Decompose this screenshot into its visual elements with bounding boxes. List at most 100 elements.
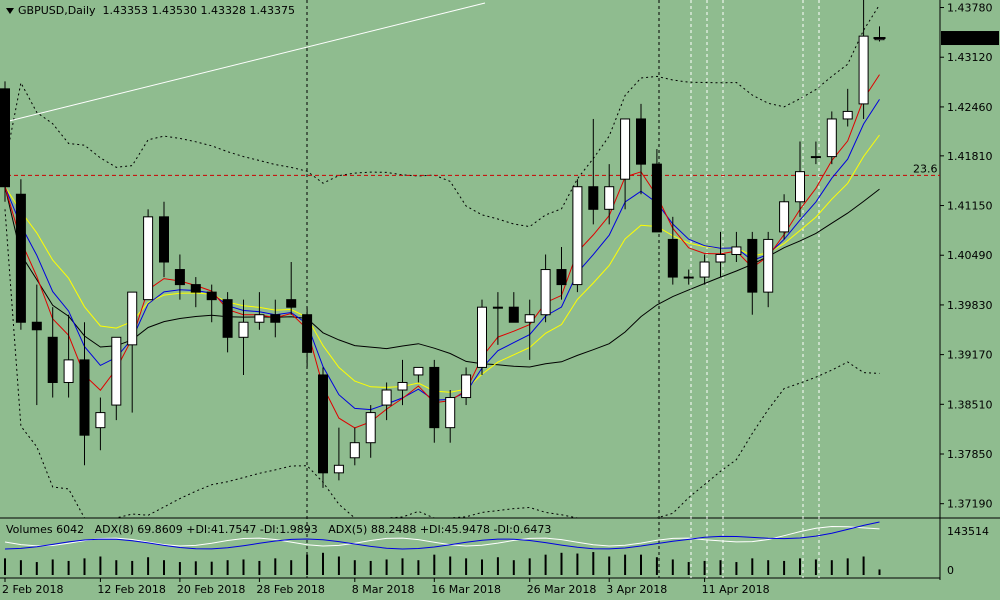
candle-body xyxy=(413,366,424,376)
adx8-label: ADX(8) 69.8609 +DI:41.7547 -DI:1.9893 xyxy=(94,523,318,536)
candle-body xyxy=(620,118,631,180)
candle-body xyxy=(79,359,90,436)
candle-body xyxy=(254,314,265,323)
volume-tick-label: 143514 xyxy=(947,525,989,538)
candle-body xyxy=(333,464,344,474)
candle-body xyxy=(651,163,662,233)
candle-body xyxy=(699,261,710,278)
candle-body xyxy=(858,35,869,105)
adx5-label: ADX(5) 88.2488 +DI:45.9478 -DI:0.6473 xyxy=(328,523,552,536)
trend-line[interactable] xyxy=(4,2,486,123)
price-tick-label: 1.39170 xyxy=(947,349,993,362)
candle-body xyxy=(222,299,233,338)
candle-body xyxy=(826,118,837,158)
candle-body xyxy=(318,374,328,474)
candle-body xyxy=(477,306,487,368)
upper-band-line xyxy=(4,4,880,228)
date-tick-label: 16 Mar 2018 xyxy=(431,583,501,596)
candle-body xyxy=(349,442,360,459)
volume-axis: 143514 0 xyxy=(947,525,989,577)
date-tick-label: 20 Feb 2018 xyxy=(177,583,245,596)
candle-body xyxy=(286,299,297,308)
candle-body xyxy=(127,291,138,346)
candle-body xyxy=(508,306,519,323)
candle-body xyxy=(556,269,567,286)
candle-body xyxy=(397,381,408,391)
candle-body xyxy=(842,110,853,120)
di-line xyxy=(4,521,880,550)
candle-body xyxy=(0,88,10,188)
candle-body xyxy=(540,269,551,316)
candle-body xyxy=(15,193,26,323)
candle-body xyxy=(47,336,58,383)
date-tick-label: 28 Feb 2018 xyxy=(256,583,324,596)
indicator-header: Volumes 6042 ADX(8) 69.8609 +DI:41.7547 … xyxy=(6,523,551,536)
candle-body xyxy=(588,186,599,210)
candle-body xyxy=(763,238,774,293)
candle-body xyxy=(206,291,217,301)
candle-body xyxy=(302,314,313,353)
candle-body xyxy=(95,412,106,429)
candle-body xyxy=(492,306,503,309)
candle-body xyxy=(445,397,456,429)
menu-triangle-icon[interactable] xyxy=(6,8,14,14)
candle-body xyxy=(747,238,758,293)
period-separators xyxy=(306,0,820,578)
volume-tick-label: 0 xyxy=(947,564,954,577)
candle-body xyxy=(715,253,726,263)
candle-body xyxy=(810,156,821,159)
candle-body xyxy=(63,359,74,383)
candle-body xyxy=(31,321,42,331)
candle-body xyxy=(159,216,169,263)
candle-body xyxy=(604,186,615,210)
candle-body xyxy=(381,389,392,406)
date-tick-label: 12 Feb 2018 xyxy=(97,583,165,596)
price-axis: 1.43780 1.43120 1.42460 1.41810 1.41150 1.404… xyxy=(940,2,993,511)
current-price-marker: 1.43375 xyxy=(873,31,999,46)
candle-body xyxy=(365,412,376,444)
candle-body xyxy=(572,186,583,286)
candle-body xyxy=(190,284,201,293)
candle-body xyxy=(795,171,805,203)
date-tick-label: 3 Apr 2018 xyxy=(606,583,667,596)
price-tick-label: 1.41150 xyxy=(947,200,993,213)
candle-body xyxy=(143,216,154,301)
candlesticks xyxy=(0,0,885,488)
candle-body xyxy=(636,118,646,165)
price-tick-label: 1.37850 xyxy=(947,448,993,461)
date-tick-label: 26 Mar 2018 xyxy=(527,583,597,596)
volumes-label: Volumes 6042 xyxy=(6,523,85,536)
fibonacci-level-label: 23.6 xyxy=(913,162,938,175)
panel-borders xyxy=(0,0,1000,580)
price-tick-label: 1.40490 xyxy=(947,249,993,262)
price-tick-label: 1.41810 xyxy=(947,150,993,163)
chart-header: GBPUSD,Daily 1.43353 1.43530 1.43328 1.4… xyxy=(6,4,295,17)
candle-body xyxy=(524,314,535,323)
candle-body xyxy=(270,314,281,323)
date-tick-label: 11 Apr 2018 xyxy=(702,583,770,596)
price-tick-label: 1.38510 xyxy=(947,398,993,411)
volume-panel xyxy=(4,521,881,575)
date-tick-label: 2 Feb 2018 xyxy=(2,583,63,596)
candle-body xyxy=(683,276,694,279)
price-tick-label: 1.42460 xyxy=(947,101,993,114)
price-tick-label: 1.43780 xyxy=(947,2,993,15)
ohlc-values: 1.43353 1.43530 1.43328 1.43375 xyxy=(102,4,295,17)
date-tick-label: 8 Mar 2018 xyxy=(352,583,415,596)
candle-body xyxy=(238,321,249,338)
candle-body xyxy=(174,269,185,286)
candle-body xyxy=(111,336,122,406)
bollinger-bands xyxy=(4,4,880,519)
symbol-label: GBPUSD,Daily xyxy=(18,4,96,17)
date-axis: 2 Feb 2018 12 Feb 2018 20 Feb 2018 28 Feb 2… xyxy=(2,578,770,596)
current-price-box xyxy=(941,31,999,46)
candle-body xyxy=(667,238,678,278)
candle-body xyxy=(429,366,440,429)
candle-body xyxy=(731,246,742,255)
current-price-label: 1.43375 xyxy=(945,32,991,45)
price-tick-label: 1.43120 xyxy=(947,51,993,64)
price-tick-label: 1.37190 xyxy=(947,498,993,511)
ma-black-line xyxy=(4,186,880,368)
adx-line xyxy=(4,525,880,547)
